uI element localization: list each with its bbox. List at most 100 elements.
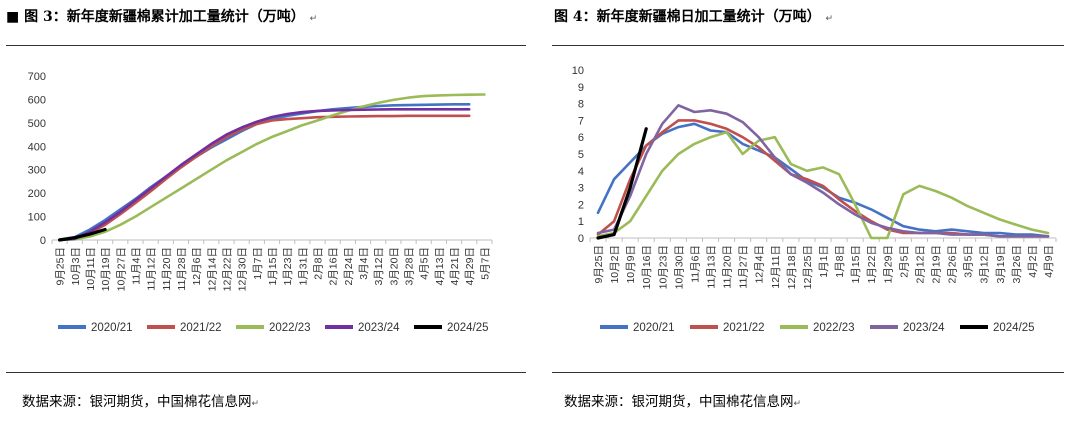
x-tick-label: 12月14日: [206, 247, 218, 291]
x-tick-label: 5月7日: [479, 247, 491, 280]
y-tick-label: 0: [578, 233, 584, 245]
source-text: 数据来源：银河期货，中国棉花信息网: [22, 394, 252, 410]
x-tick-label: 1月7日: [252, 247, 264, 280]
series-line-2021-22: [596, 119, 1050, 238]
x-tick-label: 3月12日: [979, 245, 991, 284]
y-tick-label: 0: [40, 235, 46, 247]
x-tick-label: 2月12日: [914, 245, 926, 284]
x-tick-label: 1月31日: [297, 247, 309, 286]
source-rule: [6, 372, 526, 373]
x-tick-label: 1月22日: [866, 245, 878, 284]
legend-label: 2022/23: [813, 322, 855, 334]
x-tick-label: 9月25日: [55, 247, 67, 286]
x-tick-label: 2月8日: [313, 247, 325, 280]
x-tick-label: 9月25日: [593, 245, 605, 284]
x-tick-label: 10月3日: [70, 247, 82, 286]
x-tick-label: 10月2日: [609, 245, 621, 284]
x-tick-label: 3月28日: [404, 247, 416, 286]
x-tick-label: 3月20日: [388, 247, 400, 286]
x-tick-label: 12月22日: [221, 247, 233, 291]
x-tick-label: 11月20日: [722, 245, 734, 289]
x-tick-label: 4月9日: [1043, 245, 1055, 278]
x-tick-label: 10月16日: [641, 245, 653, 289]
title-rule: [6, 45, 526, 46]
legend-label: 2021/22: [180, 322, 222, 334]
x-tick-label: 10月30日: [673, 245, 685, 289]
x-tick-label: 3月4日: [358, 247, 370, 280]
series-line-2024-25: [596, 127, 648, 240]
series-line-2023-24: [58, 108, 471, 242]
chart-panel-cumulative: ■ 图 3：新年度新疆棉累计加工量统计（万吨） ↵ 0 100 200 300 400 5…: [0, 0, 530, 424]
x-tick-label: 12月18日: [786, 245, 798, 289]
x-tick-label: 10月9日: [625, 245, 637, 284]
daily-line-chart: 0 1 2 3 4 5 6 7 8 9 10 9月25日 10月2日 10月9日 10月16日 10月23日 1…: [572, 65, 1057, 334]
y-tick-label: 700: [28, 71, 46, 83]
x-tick-label: 1月15日: [850, 245, 862, 284]
y-tick-label: 5: [578, 149, 584, 161]
x-tick-label: 3月5日: [963, 245, 975, 278]
y-tick-label: 3: [578, 183, 584, 195]
title-text: 图 3：新年度新疆棉累计加工量统计（万吨）: [24, 9, 305, 25]
legend-label: 2021/22: [723, 322, 765, 334]
source-note: 数据来源：银河期货，中国棉花信息网↵: [22, 390, 259, 410]
x-tick-label: 1月1日: [818, 245, 830, 278]
legend-label: 2022/23: [269, 322, 311, 334]
x-tick-label: 4月2日: [1027, 245, 1039, 278]
x-tick-label: 12月30日: [237, 247, 249, 291]
y-tick-label: 4: [578, 166, 584, 178]
y-tick-label: 600: [28, 94, 46, 106]
y-tick-label: 8: [578, 99, 584, 111]
x-tick-label: 3月26日: [1011, 245, 1023, 284]
series-line-2022-23: [596, 130, 1050, 240]
series-line-2021-22: [58, 114, 471, 242]
title-rule: [552, 45, 1064, 46]
paragraph-mark: ↵: [825, 14, 834, 24]
x-tick-label: 10月27日: [115, 247, 127, 291]
chart-title: ■ 图 3：新年度新疆棉累计加工量统计（万吨） ↵: [6, 6, 317, 26]
x-tick-label: 4月13日: [434, 247, 446, 286]
x-tick-label: 1月23日: [282, 247, 294, 286]
y-tick-label: 7: [578, 115, 584, 127]
series-line-2024-25: [58, 227, 107, 242]
x-tick-label: 4月5日: [419, 247, 431, 280]
x-tick-label: 11月27日: [738, 245, 750, 289]
x-tick-label: 1月29日: [882, 245, 894, 284]
x-tick-label: 11月28日: [176, 247, 188, 291]
y-tick-label: 6: [578, 132, 584, 144]
x-tick-label: 11月12日: [146, 247, 158, 291]
x-tick-label: 12月6日: [191, 247, 203, 286]
paragraph-mark: ↵: [793, 399, 802, 409]
paragraph-mark: ↵: [251, 399, 260, 409]
legend-label: 2023/24: [358, 322, 400, 334]
x-tick-label: 2月19日: [930, 245, 942, 284]
x-tick-label: 2月16日: [328, 247, 340, 286]
x-tick-label: 12月4日: [754, 245, 766, 284]
x-tick-label: 10月11日: [85, 247, 97, 291]
x-tick-label: 2月5日: [898, 245, 910, 278]
legend-label: 2020/21: [633, 322, 675, 334]
y-tick-label: 500: [28, 118, 46, 130]
series-line-2022-23: [58, 93, 486, 242]
x-tick-label: 2月26日: [947, 245, 959, 284]
y-tick-label: 200: [28, 188, 46, 200]
y-tick-label: 2: [578, 199, 584, 211]
x-tick-label: 4月21日: [449, 247, 461, 286]
x-tick-label: 4月29日: [464, 247, 476, 286]
x-tick-label: 11月13日: [706, 245, 718, 289]
y-tick-label: 9: [578, 82, 584, 94]
legend-label: 2024/25: [447, 322, 489, 334]
x-tick-label: 10月19日: [100, 247, 112, 291]
source-note: 数据来源：银河期货，中国棉花信息网↵: [564, 390, 801, 410]
paragraph-mark: ↵: [309, 14, 318, 24]
x-tick-label: 10月23日: [657, 245, 669, 289]
y-tick-label: 1: [578, 216, 584, 228]
x-tick-label: 11月6日: [689, 245, 701, 283]
x-tick-label: 1月8日: [834, 245, 846, 278]
series-line-2020-21: [58, 103, 471, 241]
source-text: 数据来源：银河期货，中国棉花信息网: [564, 394, 794, 410]
series-line-2023-24: [596, 104, 1050, 238]
x-tick-label: 2月24日: [343, 247, 355, 286]
x-tick-label: 3月12日: [373, 247, 385, 286]
chart-panel-daily: 图 4：新年度新疆棉日加工量统计（万吨） ↵ 0 1 2 3 4 5 6 7 8 9 10 9月25日…: [548, 0, 1069, 424]
